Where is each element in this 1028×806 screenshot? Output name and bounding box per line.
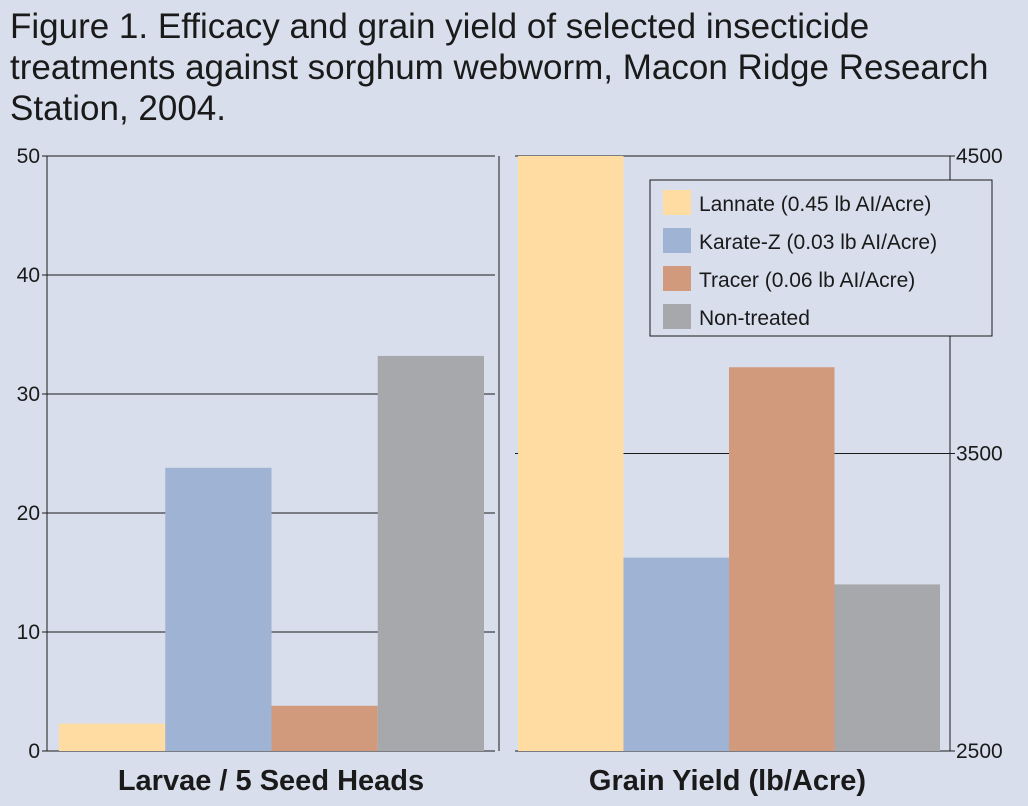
yield-tick-label: 4500 [956, 145, 1003, 168]
legend-box [649, 179, 993, 337]
larvae-tick-label: 0 [28, 740, 40, 763]
legend-label-lannate-0-45-lb-ai-acre: Lannate (0.45 lb AI/Acre) [699, 193, 931, 216]
larvae-tick-label: 30 [17, 383, 40, 406]
larvae-tick-label: 50 [17, 145, 40, 168]
larvae-bar-tracer-0-06-lb-ai-acre [271, 705, 378, 751]
legend-swatch-lannate-0-45-lb-ai-acre [663, 190, 691, 215]
larvae-tick-label: 10 [17, 621, 40, 644]
yield-x-axis-label: Grain Yield (lb/Acre) [589, 765, 866, 797]
legend-swatch-tracer-0-06-lb-ai-acre [663, 266, 691, 291]
yield-bar-karate-z-0-03-lb-ai-acre [623, 557, 729, 751]
legend-label-non-treated: Non-treated [699, 307, 810, 330]
legend-swatch-karate-z-0-03-lb-ai-acre [663, 228, 691, 253]
larvae-bar-karate-z-0-03-lb-ai-acre [165, 467, 272, 751]
yield-panel: 2500 3500 4500 Grain Yield (lb/Acre) [498, 145, 1003, 797]
larvae-tick-label: 40 [17, 264, 40, 287]
legend-label-karate-z-0-03-lb-ai-acre: Karate-Z (0.03 lb AI/Acre) [699, 231, 937, 254]
larvae-panel: 0 10 20 30 40 50 Larvae / 5 Seed Heads [17, 145, 495, 797]
yield-bar-lannate-0-45-lb-ai-acre [518, 156, 624, 751]
legend: Lannate (0.45 lb AI/Acre) Karate-Z (0.03 … [649, 179, 993, 337]
chart-title: Figure 1. Efficacy and grain yield of se… [10, 7, 989, 128]
larvae-bar-lannate-0-45-lb-ai-acre [59, 723, 166, 751]
yield-bar-tracer-0-06-lb-ai-acre [729, 367, 835, 751]
legend-swatch-non-treated [663, 304, 691, 329]
yield-tick-label: 2500 [956, 740, 1003, 763]
larvae-tick-label: 20 [17, 502, 40, 525]
yield-bar-non-treated [834, 584, 940, 751]
yield-tick-label: 3500 [956, 443, 1003, 466]
larvae-bar-non-treated [377, 355, 484, 751]
legend-label-tracer-0-06-lb-ai-acre: Tracer (0.06 lb AI/Acre) [699, 269, 915, 292]
larvae-x-axis-label: Larvae / 5 Seed Heads [118, 765, 424, 797]
